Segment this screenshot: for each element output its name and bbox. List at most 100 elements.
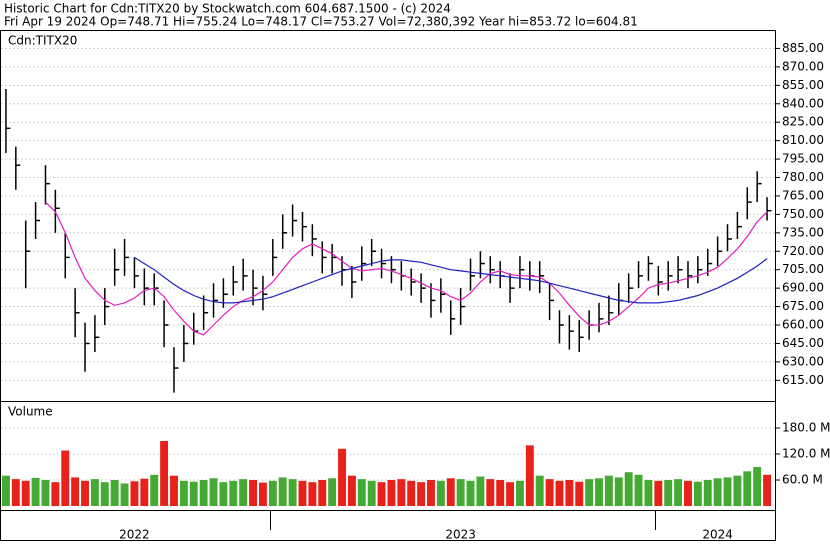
volume-bar (239, 479, 248, 506)
volume-bar (595, 478, 603, 506)
volume-bar (417, 482, 426, 506)
volume-bar (427, 480, 435, 506)
volume-bar (515, 480, 524, 506)
volume-bar (555, 480, 564, 506)
volume-bar (713, 478, 722, 506)
volume-bar (535, 475, 544, 506)
y-tick-label: 645.00 (782, 336, 824, 350)
chart-title: Historic Chart for Cdn:TITX20 by Stockwa… (4, 2, 451, 16)
volume-bar (110, 480, 119, 506)
volume-bar (81, 480, 89, 506)
volume-bar (674, 479, 683, 506)
volume-bar (170, 475, 178, 506)
y-tick-label: 690.00 (782, 281, 824, 295)
volume-bar (753, 467, 762, 506)
chart-subtitle: Fri Apr 19 2024 Op=748.71 Hi=755.24 Lo=7… (4, 15, 638, 29)
y-tick-label: 825.00 (782, 115, 824, 129)
volume-bar (41, 480, 50, 506)
volume-bar (733, 475, 742, 506)
volume-bar (179, 480, 188, 506)
volume-bar (743, 471, 752, 506)
volume-bar (150, 474, 159, 506)
y-tick-label: 780.00 (782, 170, 824, 184)
y-tick-label: 60.0 M (782, 473, 823, 487)
volume-bar (71, 477, 80, 506)
volume-bar (575, 481, 584, 506)
grid (1, 47, 776, 481)
volume-bar (160, 441, 169, 506)
volume-bar (338, 448, 346, 506)
volume-bar (723, 477, 732, 506)
volume-bar (288, 479, 297, 506)
volume-bar (486, 479, 495, 506)
volume-bar (258, 482, 267, 506)
y-tick-label: 795.00 (782, 152, 824, 166)
y-tick-label: 870.00 (782, 59, 824, 73)
x-tick-label: 2022 (119, 528, 150, 542)
volume-bar (278, 477, 287, 506)
volume-bar (90, 479, 99, 506)
volume-bar (387, 480, 396, 506)
volume-bar (397, 479, 406, 506)
volume-bar (298, 480, 307, 506)
volume-bar (693, 481, 702, 506)
volume-bar (377, 482, 386, 506)
volume-bar (140, 478, 149, 506)
volume-bar (496, 480, 505, 506)
marks (1, 89, 772, 506)
volume-bar (654, 480, 663, 506)
volume-bar (763, 474, 772, 506)
volume-bar (189, 481, 198, 506)
plot-frame (0, 30, 776, 541)
y-tick-label: 720.00 (782, 244, 824, 258)
volume-bar (604, 475, 613, 506)
y-tick-label: 750.00 (782, 207, 824, 221)
volume-bar (407, 480, 416, 506)
moving-average (134, 256, 768, 304)
volume-bar (565, 480, 574, 506)
y-tick-label: 180.0 M (782, 421, 830, 435)
volume-bar (100, 482, 109, 506)
y-tick-label: 120.0 M (782, 447, 830, 461)
y-tick-label: 675.00 (782, 299, 824, 313)
volume-bar (51, 482, 60, 506)
y-tick-label: 735.00 (782, 225, 824, 239)
volume-bar (446, 478, 455, 506)
y-tick-label: 615.00 (782, 373, 824, 387)
volume-bar (436, 480, 445, 506)
volume-bar (684, 480, 692, 506)
y-tick-label: 810.00 (782, 133, 824, 147)
volume-bar (703, 480, 712, 506)
y-tick-label: 705.00 (782, 262, 824, 276)
volume-bar (664, 480, 673, 506)
volume-bar (11, 479, 20, 506)
volume-bar (585, 479, 594, 506)
volume-bar (545, 479, 554, 506)
y-tick-label: 885.00 (782, 41, 824, 55)
volume-bar (229, 480, 238, 506)
price-label: Cdn:TITX20 (8, 34, 77, 48)
volume-bar (1, 475, 10, 506)
volume-bar (644, 480, 653, 506)
volume-bar (209, 478, 218, 506)
y-tick-label: 765.00 (782, 188, 824, 202)
volume-bar (367, 480, 376, 506)
x-tick-label: 2024 (702, 528, 733, 542)
volume-bar (525, 445, 534, 506)
volume-bar (476, 476, 485, 506)
y-tick-label: 630.00 (782, 354, 824, 368)
volume-bar (614, 477, 623, 506)
volume-bar (120, 483, 129, 506)
volume-bar (199, 480, 208, 506)
moving-average (45, 201, 768, 336)
y-tick-label: 840.00 (782, 96, 824, 110)
volume-bar (318, 480, 327, 506)
volume-bar (506, 482, 515, 506)
volume-bar (21, 480, 30, 506)
y-tick-label: 855.00 (782, 78, 824, 92)
volume-bar (347, 475, 356, 506)
volume-bar (624, 472, 633, 506)
